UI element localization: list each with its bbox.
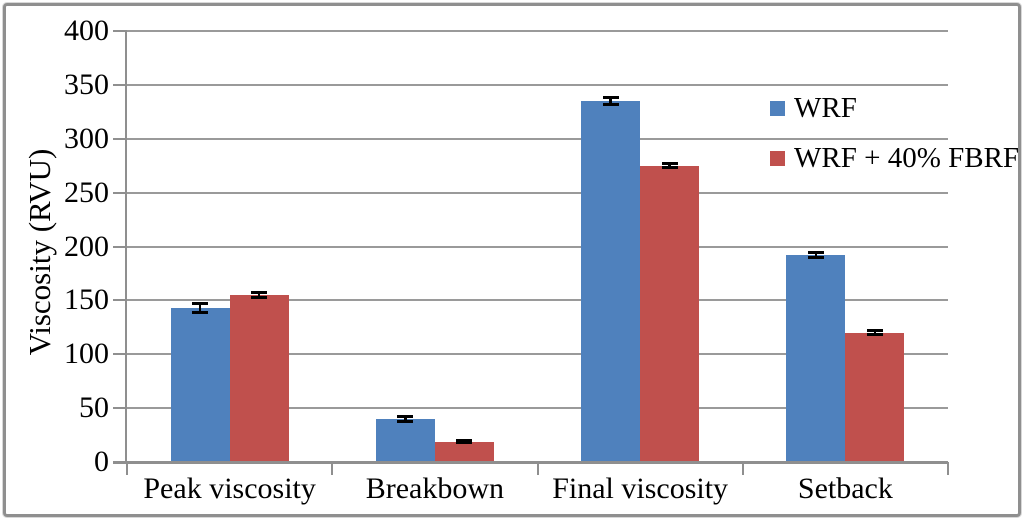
y-axis-tick [113,83,127,86]
error-bar-cap [251,295,268,299]
x-axis-tick [947,462,949,475]
gridline [127,245,948,248]
error-bar-cap [192,310,209,314]
gridline [127,407,948,410]
x-category-label: Final viscosity [552,472,729,505]
error-bar-cap [866,329,883,333]
error-bar [873,330,877,335]
error-bar [404,416,407,422]
bar-wrf-final-viscosity [581,101,641,462]
bar-wrf-40-fbrf-peak-viscosity [229,294,289,462]
legend: WRF WRF + 40% FBRF [770,83,1019,183]
gridline [127,353,948,356]
y-tick-label: 200 [64,229,109,263]
bar-wrf-40-fbrf-breakbown [434,441,494,462]
error-bar-cap [192,302,209,306]
y-axis-line [125,30,127,463]
legend-marker [770,150,785,166]
y-axis-tick [113,353,127,356]
x-axis-tick [536,462,539,475]
legend-item-wrf: WRF [770,83,1019,133]
gridline [127,137,948,140]
gridline [127,83,948,86]
error-bar-cap [807,255,824,259]
error-bar [609,97,612,105]
error-bar-cap [807,251,824,255]
error-bar [198,303,202,313]
y-axis-tick [113,30,127,32]
error-bar-cap [397,415,414,419]
x-axis-line [113,460,948,464]
y-tick-label: 300 [64,121,109,155]
y-tick-label: 100 [64,337,109,371]
legend-marker [770,100,785,116]
x-axis-tick [331,462,334,475]
y-tick-label: 250 [64,175,109,209]
error-bar [668,163,671,168]
y-tick-label: 50 [79,391,109,425]
y-axis-tick [113,407,127,410]
y-tick-label: 0 [94,445,109,478]
y-axis-tick [113,245,127,248]
x-axis-tick [741,462,744,475]
gridline [127,191,948,194]
legend-label: WRF + 40% FBRF [794,142,1020,174]
error-bar [814,252,818,258]
x-axis-tick [126,462,128,475]
gridline [127,299,948,302]
bar-wrf-setback [786,255,846,462]
y-axis-tick [113,191,127,194]
error-bar-cap [456,438,473,442]
legend-item-wrf-40-fbrf: WRF + 40% FBRF [770,133,1019,183]
bar-wrf-40-fbrf-final-viscosity [640,165,700,462]
error-bar-cap [456,441,473,445]
x-category-label: Peak viscosity [143,472,316,505]
y-tick-label: 400 [64,14,109,47]
error-bar-cap [661,162,678,166]
x-category-label: Breakbown [365,472,505,505]
bar-wrf-40-fbrf-setback [845,332,905,462]
y-axis-tick [113,137,127,140]
y-tick-label: 150 [64,283,109,317]
error-bar-cap [251,291,268,295]
x-category-label: Setback [797,472,893,505]
error-bar [257,292,261,298]
error-bar-cap [602,102,619,106]
bar-wrf-breakbown [375,418,435,462]
bar-wrf-peak-viscosity [170,307,230,462]
gridline [127,30,948,32]
y-tick-label: 350 [64,67,109,101]
legend-label: WRF [794,92,857,124]
error-bar-cap [866,333,883,337]
error-bar-cap [397,419,414,423]
y-axis-tick [113,299,127,302]
error-bar-cap [602,96,619,100]
error-bar-cap [661,166,678,170]
